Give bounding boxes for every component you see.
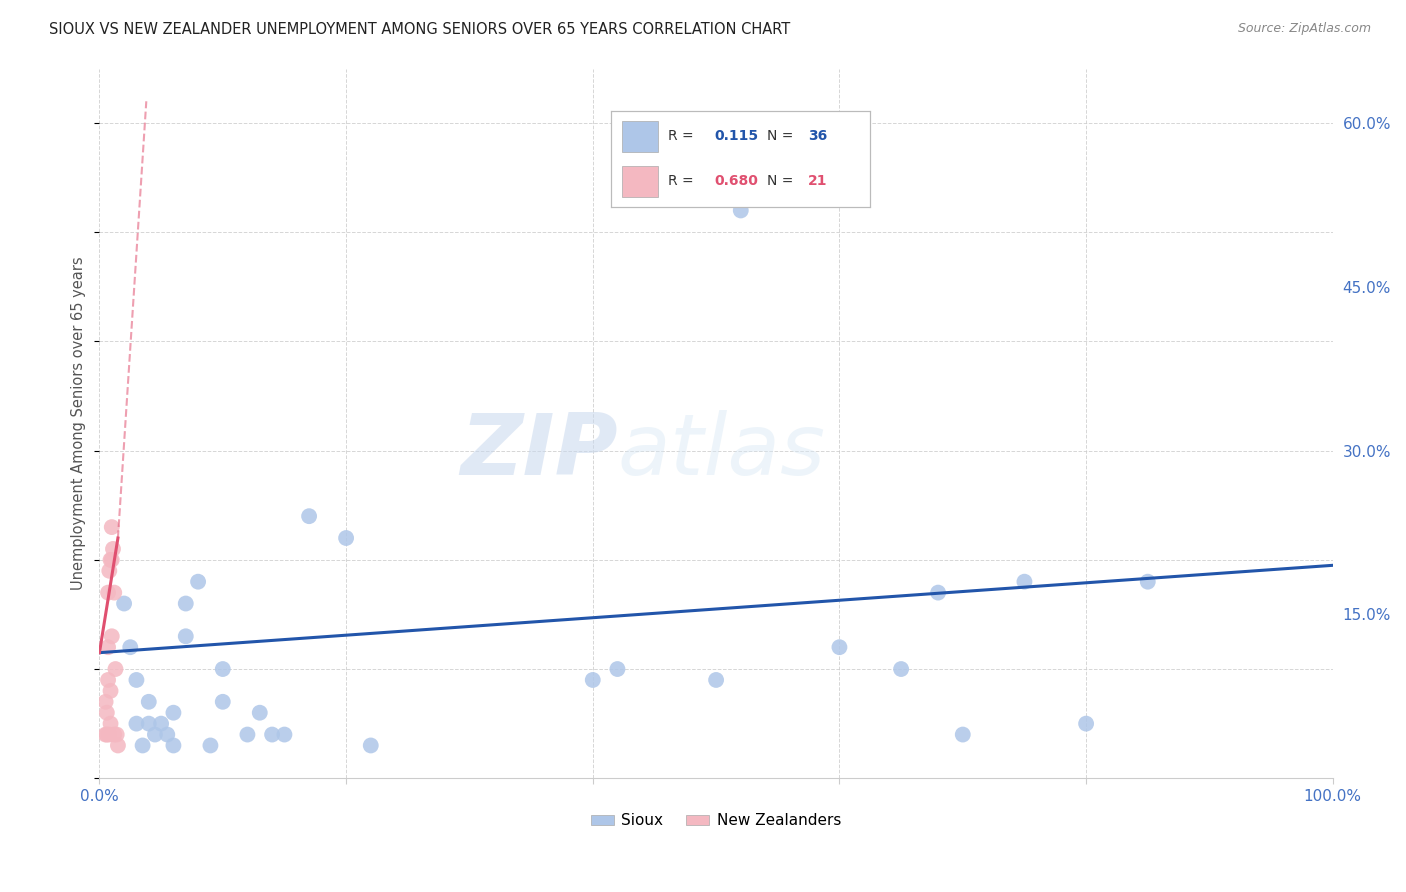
Point <box>125 673 148 687</box>
Point <box>105 727 128 741</box>
Point <box>103 727 125 741</box>
Point <box>94 695 117 709</box>
Point <box>103 585 125 599</box>
Point <box>249 706 271 720</box>
Point <box>96 706 118 720</box>
Point <box>112 597 135 611</box>
Point <box>162 739 184 753</box>
Point <box>96 727 118 741</box>
Point <box>828 640 851 655</box>
Text: ZIP: ZIP <box>460 410 617 493</box>
Point <box>125 716 148 731</box>
Point <box>120 640 142 655</box>
Point <box>211 695 233 709</box>
Point <box>98 564 121 578</box>
Point <box>97 640 120 655</box>
Point <box>100 553 122 567</box>
Point <box>704 673 727 687</box>
Point <box>211 662 233 676</box>
Point <box>143 727 166 741</box>
Point <box>730 203 752 218</box>
Point <box>131 739 153 753</box>
Point <box>100 629 122 643</box>
Point <box>162 706 184 720</box>
Point <box>97 673 120 687</box>
Point <box>107 739 129 753</box>
Text: Source: ZipAtlas.com: Source: ZipAtlas.com <box>1237 22 1371 36</box>
Point <box>100 716 122 731</box>
Point <box>1014 574 1036 589</box>
Point <box>94 727 117 741</box>
Point <box>1136 574 1159 589</box>
Point <box>890 662 912 676</box>
Point <box>606 662 628 676</box>
Point <box>236 727 259 741</box>
Point <box>200 739 222 753</box>
Point <box>101 541 124 556</box>
Point <box>927 585 949 599</box>
Point <box>174 597 197 611</box>
Point <box>335 531 357 545</box>
Point <box>174 629 197 643</box>
Legend: Sioux, New Zealanders: Sioux, New Zealanders <box>585 807 848 834</box>
Text: atlas: atlas <box>617 410 825 493</box>
Point <box>138 695 160 709</box>
Point <box>582 673 605 687</box>
Point <box>100 520 122 534</box>
Point <box>100 684 122 698</box>
Point <box>952 727 974 741</box>
Point <box>100 553 122 567</box>
Point <box>262 727 284 741</box>
Point <box>150 716 173 731</box>
Point <box>273 727 295 741</box>
Point <box>98 727 121 741</box>
Text: SIOUX VS NEW ZEALANDER UNEMPLOYMENT AMONG SENIORS OVER 65 YEARS CORRELATION CHAR: SIOUX VS NEW ZEALANDER UNEMPLOYMENT AMON… <box>49 22 790 37</box>
Point <box>97 585 120 599</box>
Point <box>104 662 127 676</box>
Point <box>187 574 209 589</box>
Point <box>138 716 160 731</box>
Point <box>156 727 179 741</box>
Point <box>298 509 321 524</box>
Y-axis label: Unemployment Among Seniors over 65 years: Unemployment Among Seniors over 65 years <box>72 257 86 591</box>
Point <box>1074 716 1097 731</box>
Point <box>360 739 382 753</box>
